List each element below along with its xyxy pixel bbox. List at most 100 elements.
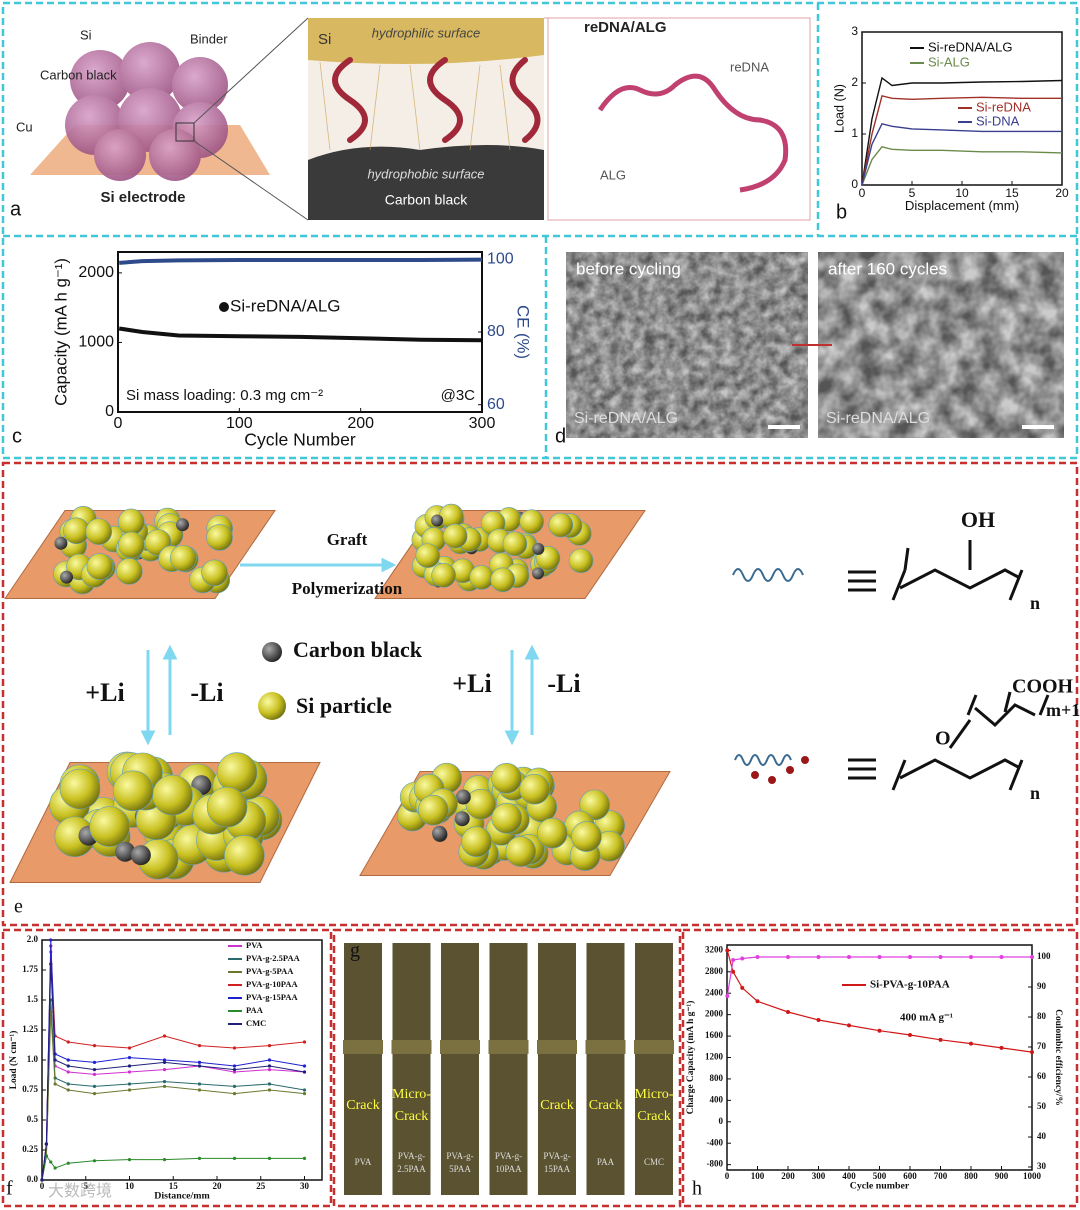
legend-label: Si-PVA-g-10PAA [870, 979, 950, 991]
si-particle [431, 563, 456, 588]
strip-label: 5PAA [449, 1164, 471, 1174]
carbon-particle [455, 789, 471, 805]
x-axis-label: Cycle Number [244, 429, 356, 449]
y-tick-label: 2000 [78, 264, 114, 281]
strip-label: PAA [597, 1157, 615, 1167]
x-tick-label: 600 [903, 1171, 917, 1181]
legend-label: PVA-g-2.5PAA [246, 953, 301, 963]
y-tick-label: 0.5 [27, 1114, 39, 1124]
panel-e-art [4, 503, 671, 883]
si-particle [548, 512, 574, 538]
label: Si-reDNA/ALG [826, 410, 930, 427]
si-particle [206, 524, 233, 551]
test-strip-crack [440, 1040, 480, 1054]
si-particle [63, 517, 90, 545]
carbon-particle [115, 841, 136, 862]
x-tick-label: 5 [84, 1181, 89, 1191]
y-tick-label: 1.0 [27, 1054, 39, 1064]
x-tick-label: 10 [125, 1181, 135, 1191]
si-particle [418, 794, 449, 826]
legend-label: Si-reDNA/ALG [928, 39, 1013, 54]
y-tick-label: 3200 [705, 944, 724, 954]
y-tick-label: 0.25 [22, 1144, 38, 1154]
strip-note: Micro- [392, 1087, 431, 1102]
y-axis-label: Capacity (mA h g⁻¹) [51, 258, 70, 406]
label: m+1 [1046, 700, 1080, 720]
carbon-particle [130, 845, 151, 866]
x-tick-label: 0 [40, 1181, 45, 1191]
strip-note: Crack [395, 1109, 428, 1124]
y2-tick-label: 100 [487, 250, 514, 267]
carbon-particle [431, 514, 444, 527]
label: +Li [85, 678, 124, 707]
label: -Li [190, 678, 223, 707]
label: -Li [547, 669, 580, 698]
series-line [118, 326, 483, 343]
si-particle [465, 788, 497, 820]
x-tick-label: 20 [213, 1181, 223, 1191]
panel-label: h [692, 1178, 702, 1200]
panel-label: g [350, 940, 360, 962]
y-tick-label: 3 [851, 24, 858, 38]
x-tick-label: 200 [781, 1171, 795, 1181]
series-line [41, 1154, 305, 1181]
strip-label: PVA-g- [398, 1151, 425, 1161]
panel-a-art [30, 17, 811, 221]
label: Graft [327, 530, 368, 549]
label: COOH [1012, 676, 1074, 698]
label: +Li [452, 669, 491, 698]
si-particle [579, 789, 610, 821]
label: before cycling [576, 259, 681, 278]
test-strip-crack [343, 1040, 383, 1054]
y2-tick-label: 50 [1037, 1101, 1047, 1111]
label: Carbon black [293, 637, 423, 662]
panel-label: a [10, 198, 22, 220]
test-strip [538, 943, 576, 1195]
test-strip [441, 943, 479, 1195]
si-particle [461, 826, 492, 858]
x-tick-label: 300 [812, 1171, 826, 1181]
x-tick-label: 5 [909, 186, 916, 200]
y2-tick-label: 80 [1037, 1011, 1047, 1021]
y-tick-label: 400 [710, 1094, 724, 1104]
strip-label: 10PAA [495, 1164, 522, 1174]
label: Cu [16, 119, 33, 134]
x-axis-label: Cycle number [850, 1180, 910, 1191]
y-axis-label: Load (N cm⁻¹) [8, 1031, 19, 1090]
panel-label: c [12, 425, 22, 447]
x-tick-label: 100 [751, 1171, 765, 1181]
y-tick-label: 0 [719, 1116, 724, 1126]
series-line [726, 956, 1032, 997]
legend-marker [219, 302, 229, 312]
annotation: Si mass loading: 0.3 mg cm⁻² [126, 387, 323, 404]
y-axis-label: Charge Capacity (mA h g⁻¹) [685, 1001, 696, 1115]
si-particle [118, 508, 145, 536]
label: n [1030, 593, 1040, 613]
panel-e-arrows [140, 557, 540, 746]
series-line [41, 1011, 305, 1181]
label: OH [961, 507, 995, 532]
carbon-particle [60, 570, 74, 584]
label: n [1030, 783, 1040, 803]
label: Carbon black [385, 192, 468, 208]
strip-label: PVA-g- [543, 1151, 570, 1161]
x-tick-label: 500 [873, 1171, 887, 1181]
legend-label: Si-reDNA/ALG [230, 296, 341, 315]
si-particle [206, 786, 248, 828]
y-tick-label: 0.0 [27, 1174, 39, 1184]
y-tick-label: 2000 [705, 1009, 724, 1019]
si-particle [491, 762, 522, 794]
y2-tick-label: 30 [1037, 1161, 1047, 1171]
carbon-particle [532, 567, 545, 580]
label: Carbon black [40, 67, 117, 82]
x-axis-label: Displacement (mm) [905, 198, 1019, 213]
label: ALG [600, 167, 626, 182]
y-tick-label: 1.25 [22, 1024, 38, 1034]
y2-tick-label: 40 [1037, 1131, 1047, 1141]
x-tick-label: 15 [169, 1181, 179, 1191]
test-strip [344, 943, 382, 1195]
x-tick-label: 30 [300, 1181, 310, 1191]
x-tick-label: 0 [114, 415, 123, 432]
panel-label: d [555, 425, 566, 447]
series-line [861, 146, 1063, 186]
